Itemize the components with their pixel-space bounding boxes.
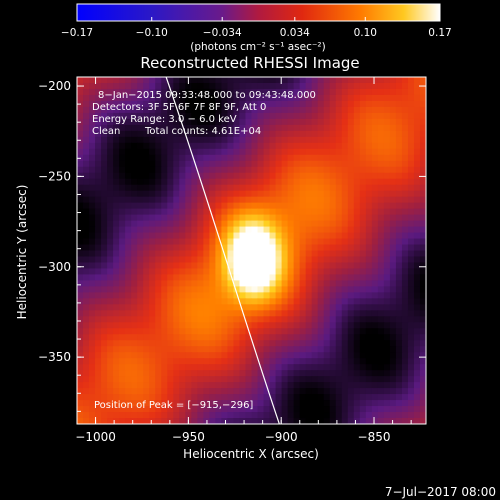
solar-limb-line bbox=[165, 77, 280, 424]
date-stamp: 7−Jul−2017 08:00 bbox=[385, 485, 496, 499]
colorbar-tick-label: −0.10 bbox=[136, 27, 168, 39]
x-tick-label: −850 bbox=[358, 430, 391, 444]
y-tick-label: −250 bbox=[38, 169, 71, 183]
annotation-time-range: 8−Jan−2015 09:33:48.000 to 09:43:48.000 bbox=[98, 90, 316, 101]
x-axis-label: Heliocentric X (arcsec) bbox=[183, 447, 319, 461]
colorbar-units: (photons cm⁻² s⁻¹ asec⁻²) bbox=[190, 41, 325, 53]
axes: −1000 −950 −900 −850 −200 −250 −300 −350 bbox=[38, 77, 426, 444]
colorbar-tick-label: 0.17 bbox=[428, 27, 451, 39]
annotation-total-counts: Total counts: 4.61E+04 bbox=[144, 126, 261, 137]
annotation-energy-range: Energy Range: 3.0 − 6.0 keV bbox=[92, 114, 237, 125]
y-tick-label: −300 bbox=[38, 260, 71, 274]
heatmap-image bbox=[77, 77, 426, 424]
x-tick-label: −950 bbox=[172, 430, 205, 444]
plot-frame bbox=[76, 76, 427, 425]
y-tick-label: −350 bbox=[38, 350, 71, 364]
peak-position-label: Position of Peak = [−915,−296] bbox=[94, 400, 253, 411]
chart-title: Reconstructed RHESSI Image bbox=[140, 54, 359, 72]
annotation-method: Clean bbox=[92, 126, 120, 137]
colorbar-tick-label: 0.10 bbox=[354, 27, 377, 39]
colorbar bbox=[77, 4, 440, 21]
x-tick-label: −1000 bbox=[75, 430, 116, 444]
colorbar-frame bbox=[76, 3, 441, 22]
x-tick-label: −900 bbox=[265, 430, 298, 444]
y-tick-label: −200 bbox=[38, 79, 71, 93]
annotation-detectors: Detectors: 3F 5F 6F 7F 8F 9F, Att 0 bbox=[92, 102, 266, 113]
colorbar-tick-label: 0.034 bbox=[280, 27, 310, 39]
colorbar-tick-label: −0.034 bbox=[203, 27, 242, 39]
colorbar-tick-label: −0.17 bbox=[61, 27, 93, 39]
colorbar-ticks: −0.17 −0.10 −0.034 0.034 0.10 0.17 bbox=[61, 17, 452, 39]
y-axis-label: Heliocentric Y (arcsec) bbox=[15, 185, 29, 320]
